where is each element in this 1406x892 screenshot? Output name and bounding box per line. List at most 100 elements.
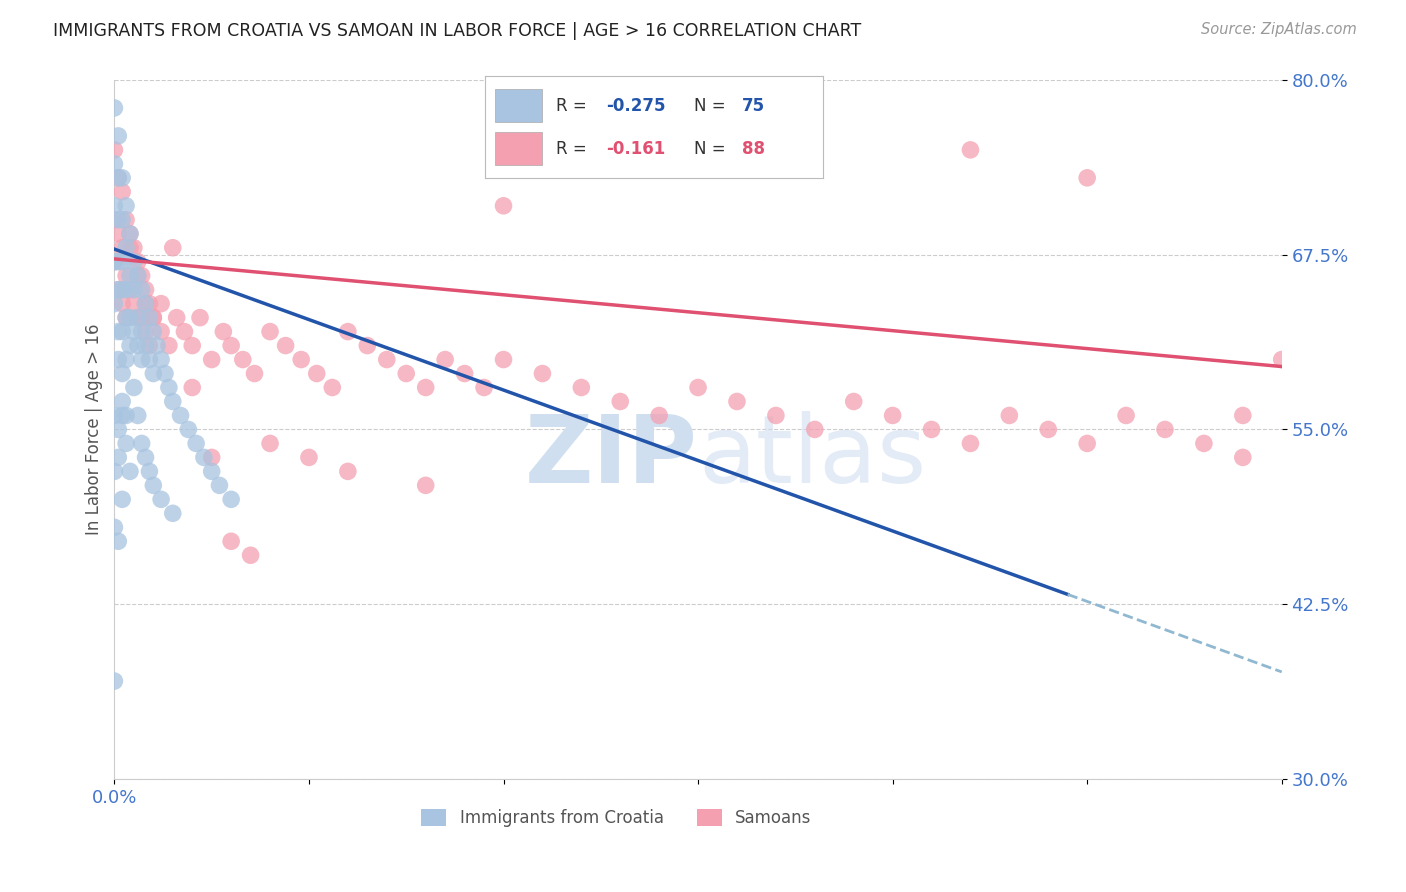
Point (298, 450, 321, 465)
Point (135, 450, 157, 465)
Point (135, 296, 157, 310)
Point (111, 367, 134, 381)
Point (208, 478, 231, 492)
Point (103, 296, 125, 310)
Point (131, 436, 153, 450)
Text: IMMIGRANTS FROM CROATIA VS SAMOAN IN LABOR FORCE | AGE > 16 CORRELATION CHART: IMMIGRANTS FROM CROATIA VS SAMOAN IN LAB… (53, 22, 862, 40)
Point (127, 409, 149, 423)
Point (107, 227, 129, 241)
Point (103, 464, 125, 478)
Point (103, 199, 125, 213)
Point (107, 534, 129, 549)
Point (1154, 422, 1177, 436)
Point (118, 268, 141, 283)
Point (321, 380, 343, 394)
Point (1038, 422, 1060, 436)
Point (111, 212, 134, 227)
Point (201, 352, 224, 367)
Point (173, 325, 195, 339)
Point (162, 394, 184, 409)
Point (274, 338, 297, 352)
Point (959, 436, 981, 450)
Point (609, 394, 631, 409)
Point (111, 241, 134, 255)
Point (162, 241, 184, 255)
Point (150, 296, 173, 310)
Point (115, 436, 138, 450)
Point (492, 352, 515, 367)
Point (111, 185, 134, 199)
Point (290, 352, 312, 367)
Point (111, 170, 134, 185)
Point (415, 380, 437, 394)
Point (107, 422, 129, 436)
Point (111, 254, 134, 268)
Text: R =: R = (555, 140, 592, 158)
Point (103, 212, 125, 227)
Point (842, 394, 865, 409)
Point (115, 310, 138, 325)
Point (531, 367, 554, 381)
Point (472, 380, 495, 394)
Y-axis label: In Labor Force | Age > 16: In Labor Force | Age > 16 (86, 324, 103, 535)
Point (118, 464, 141, 478)
Point (146, 338, 169, 352)
Point (111, 492, 134, 507)
Point (201, 464, 224, 478)
Point (765, 409, 787, 423)
Point (115, 241, 138, 255)
Point (135, 283, 157, 297)
Point (138, 338, 160, 352)
Point (138, 352, 160, 367)
Point (107, 450, 129, 465)
Point (127, 268, 149, 283)
Point (150, 492, 173, 507)
Text: 88: 88 (741, 140, 765, 158)
Point (201, 450, 224, 465)
Point (259, 436, 281, 450)
Point (157, 338, 180, 352)
Point (1076, 170, 1098, 185)
Point (998, 409, 1021, 423)
Point (135, 296, 157, 310)
Point (135, 338, 157, 352)
Point (453, 367, 475, 381)
Bar (495, 89, 543, 122)
Point (142, 478, 165, 492)
Bar (495, 132, 543, 165)
Point (219, 338, 242, 352)
Point (127, 310, 149, 325)
Text: N =: N = (695, 96, 731, 114)
Point (434, 352, 457, 367)
Text: atlas: atlas (697, 411, 927, 503)
Text: -0.275: -0.275 (606, 96, 666, 114)
Point (131, 310, 153, 325)
Point (122, 283, 145, 297)
Point (169, 409, 191, 423)
Point (127, 254, 149, 268)
Point (184, 436, 207, 450)
Point (162, 506, 184, 520)
Point (150, 352, 173, 367)
Text: R =: R = (555, 96, 592, 114)
Point (107, 170, 129, 185)
Point (107, 128, 129, 143)
Point (193, 450, 215, 465)
Point (103, 409, 125, 423)
Point (882, 409, 904, 423)
Point (150, 325, 173, 339)
Point (138, 464, 160, 478)
Point (1271, 352, 1294, 367)
Point (127, 268, 149, 283)
Point (686, 380, 709, 394)
Point (356, 338, 378, 352)
Point (115, 310, 138, 325)
Text: ZIP: ZIP (526, 411, 697, 503)
Point (118, 227, 141, 241)
Point (135, 325, 157, 339)
Point (131, 325, 153, 339)
Point (131, 283, 153, 297)
Point (142, 325, 165, 339)
Point (212, 325, 235, 339)
Point (103, 254, 125, 268)
